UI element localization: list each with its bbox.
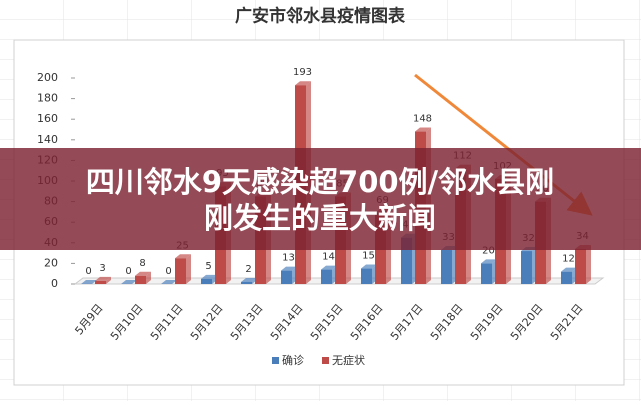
bar-top [281, 266, 297, 271]
bar [241, 281, 252, 284]
bar [321, 269, 332, 284]
data-label: 12 [562, 254, 575, 265]
data-label: 0 [125, 266, 131, 277]
bar [401, 237, 412, 284]
bar-top [95, 276, 111, 281]
bar [175, 258, 186, 284]
bar-side [146, 271, 151, 284]
y-tick-label: 160 [37, 112, 58, 125]
bar [575, 248, 586, 284]
data-label: 0 [85, 266, 91, 277]
y-tick-label: 20 [44, 256, 58, 269]
bar-top [121, 280, 137, 284]
banner-text: 刚发生的重大新闻 [204, 201, 436, 235]
bar-top [481, 259, 497, 264]
bar-top [175, 254, 191, 259]
bar [95, 280, 106, 284]
data-label: 3 [99, 263, 105, 274]
bar [201, 278, 212, 284]
bar-top [161, 280, 177, 284]
data-label: 13 [282, 253, 295, 264]
legend-label: 无症状 [332, 353, 365, 367]
data-label: 2 [245, 264, 251, 275]
y-tick-label: 200 [37, 71, 58, 84]
banner-text: 四川邻水9天感染超700例/邻水县刚 [86, 165, 554, 199]
bar [281, 270, 292, 284]
bar [481, 263, 492, 284]
bar [361, 268, 372, 284]
bar-top [561, 267, 577, 272]
bar [441, 250, 452, 284]
bar-top [241, 277, 257, 282]
bar-top [295, 81, 311, 86]
bar [521, 251, 532, 284]
data-label: 14 [322, 252, 335, 263]
data-label: 15 [362, 251, 375, 262]
data-label: 0 [165, 266, 171, 277]
legend-swatch [322, 357, 329, 364]
chart-title: 广安市邻水县疫情图表 [235, 6, 406, 27]
banner [0, 148, 641, 250]
bar-top [135, 271, 151, 276]
data-label: 193 [293, 67, 312, 78]
data-label: 148 [413, 114, 432, 125]
bar-top [201, 274, 217, 279]
data-label: 8 [139, 258, 145, 269]
bar-top [361, 264, 377, 269]
bar [135, 275, 146, 284]
legend-label: 确诊 [282, 353, 304, 367]
bar-top [321, 265, 337, 270]
y-tick-label: 0 [51, 277, 58, 290]
legend-swatch [272, 357, 279, 364]
bar-top [415, 127, 431, 132]
y-tick-label: 140 [37, 133, 58, 146]
bar-top [81, 280, 97, 284]
bar [561, 271, 572, 284]
bar-side [186, 254, 191, 284]
data-label: 20 [482, 245, 495, 256]
data-label: 5 [205, 261, 211, 272]
y-tick-label: 180 [37, 92, 58, 105]
bar-side [586, 244, 591, 284]
bar-side [106, 276, 111, 284]
